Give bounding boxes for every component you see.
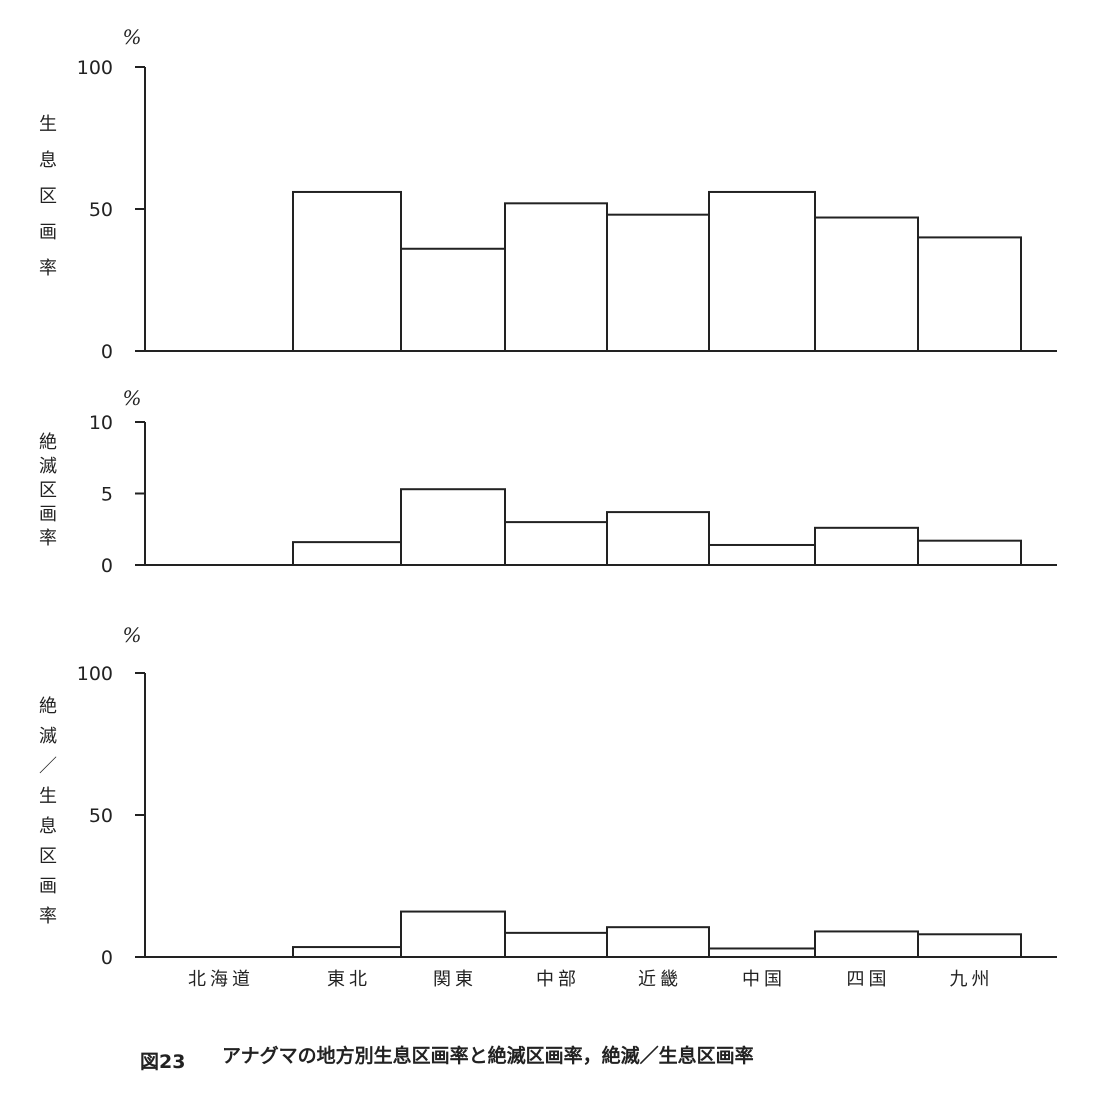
category-label: 中部 — [536, 969, 580, 990]
panel-extinction-rate: 0 5 10% 絶滅区画率 — [39, 386, 1057, 577]
y-tick-label: 0 — [101, 947, 113, 969]
y-axis-label-char: ／ — [39, 756, 57, 777]
bar-四国 — [814, 526, 919, 567]
y-axis-label-char: 画 — [39, 504, 57, 525]
y-tick-label: 50 — [89, 805, 113, 827]
y-axis-label-char: 画 — [39, 222, 57, 243]
category-label: 東北 — [327, 969, 371, 990]
bar-中部 — [504, 202, 608, 352]
y-axis-label-char: 率 — [39, 906, 57, 927]
bar-中国 — [708, 543, 816, 566]
y-axis-label-char: 生 — [39, 114, 57, 135]
bar-関東 — [400, 247, 506, 352]
y-axis-label-char: 率 — [39, 258, 57, 279]
y-tick-label: 50 — [89, 199, 113, 221]
y-axis-label-char: 息 — [39, 816, 57, 837]
y-axis-label-char: 区 — [39, 186, 57, 207]
caption-text: アナグマの地方別生息区画率と絶滅区画率，絶滅／生息区画率 — [222, 1044, 754, 1067]
bar-東北 — [292, 946, 402, 958]
category-label: 九州 — [950, 969, 994, 990]
y-axis-label-char: 生 — [39, 786, 57, 807]
y-axis-label-char: 絶 — [39, 432, 57, 453]
y-axis-label-char: 絶 — [39, 696, 57, 717]
y-tick-label: 0 — [101, 341, 113, 363]
bar-近畿 — [606, 511, 710, 567]
y-axis-label-char: 滅 — [39, 456, 57, 477]
y-axis-label-char: 画 — [39, 876, 57, 897]
category-label: 近畿 — [638, 969, 682, 990]
bar-東北 — [292, 541, 402, 566]
y-unit-label: % — [122, 623, 141, 647]
bar-九州 — [917, 539, 1022, 567]
y-axis-label-char: 率 — [39, 528, 57, 549]
bar-九州 — [917, 236, 1022, 352]
y-axis-label-char: 滅 — [39, 726, 57, 747]
bar-四国 — [814, 216, 919, 352]
y-axis-label-char: 息 — [39, 150, 57, 171]
x-axis-categories: 北海道 東北 関東 中部 近畿 中国 四国 九州 — [188, 969, 994, 990]
bar-中部 — [504, 931, 608, 958]
y-axis-label-char: 区 — [39, 480, 57, 501]
bar-関東 — [400, 910, 506, 958]
y-axis-label-char: 区 — [39, 846, 57, 867]
category-label: 四国 — [847, 969, 891, 990]
y-tick-label: 5 — [101, 484, 113, 506]
panel-habitat-rate: 0 50 100% 生息区画率 — [39, 25, 1057, 363]
y-unit-label: % — [122, 386, 141, 410]
bar-東北 — [292, 190, 402, 352]
panel-extinction-habitat-ratio: 0 50 100% 絶滅 ／ 生息区画率 — [39, 623, 1057, 969]
bar-近畿 — [606, 213, 710, 352]
y-tick-label: 10 — [89, 412, 113, 434]
bar-四国 — [814, 930, 919, 959]
category-label: 北海道 — [188, 969, 254, 990]
caption-number: 図23 — [140, 1051, 185, 1073]
category-label: 関東 — [433, 969, 477, 990]
bar-中国 — [708, 190, 816, 352]
bar-中部 — [504, 521, 608, 566]
bar-九州 — [917, 933, 1022, 959]
y-tick-label: 100 — [77, 57, 113, 79]
category-label: 中国 — [742, 969, 786, 990]
bar-近畿 — [606, 926, 710, 958]
y-tick-label: 100 — [77, 663, 113, 685]
bar-中国 — [708, 947, 816, 958]
y-unit-label: % — [122, 25, 141, 49]
y-tick-label: 0 — [101, 555, 113, 577]
bar-関東 — [400, 488, 506, 566]
